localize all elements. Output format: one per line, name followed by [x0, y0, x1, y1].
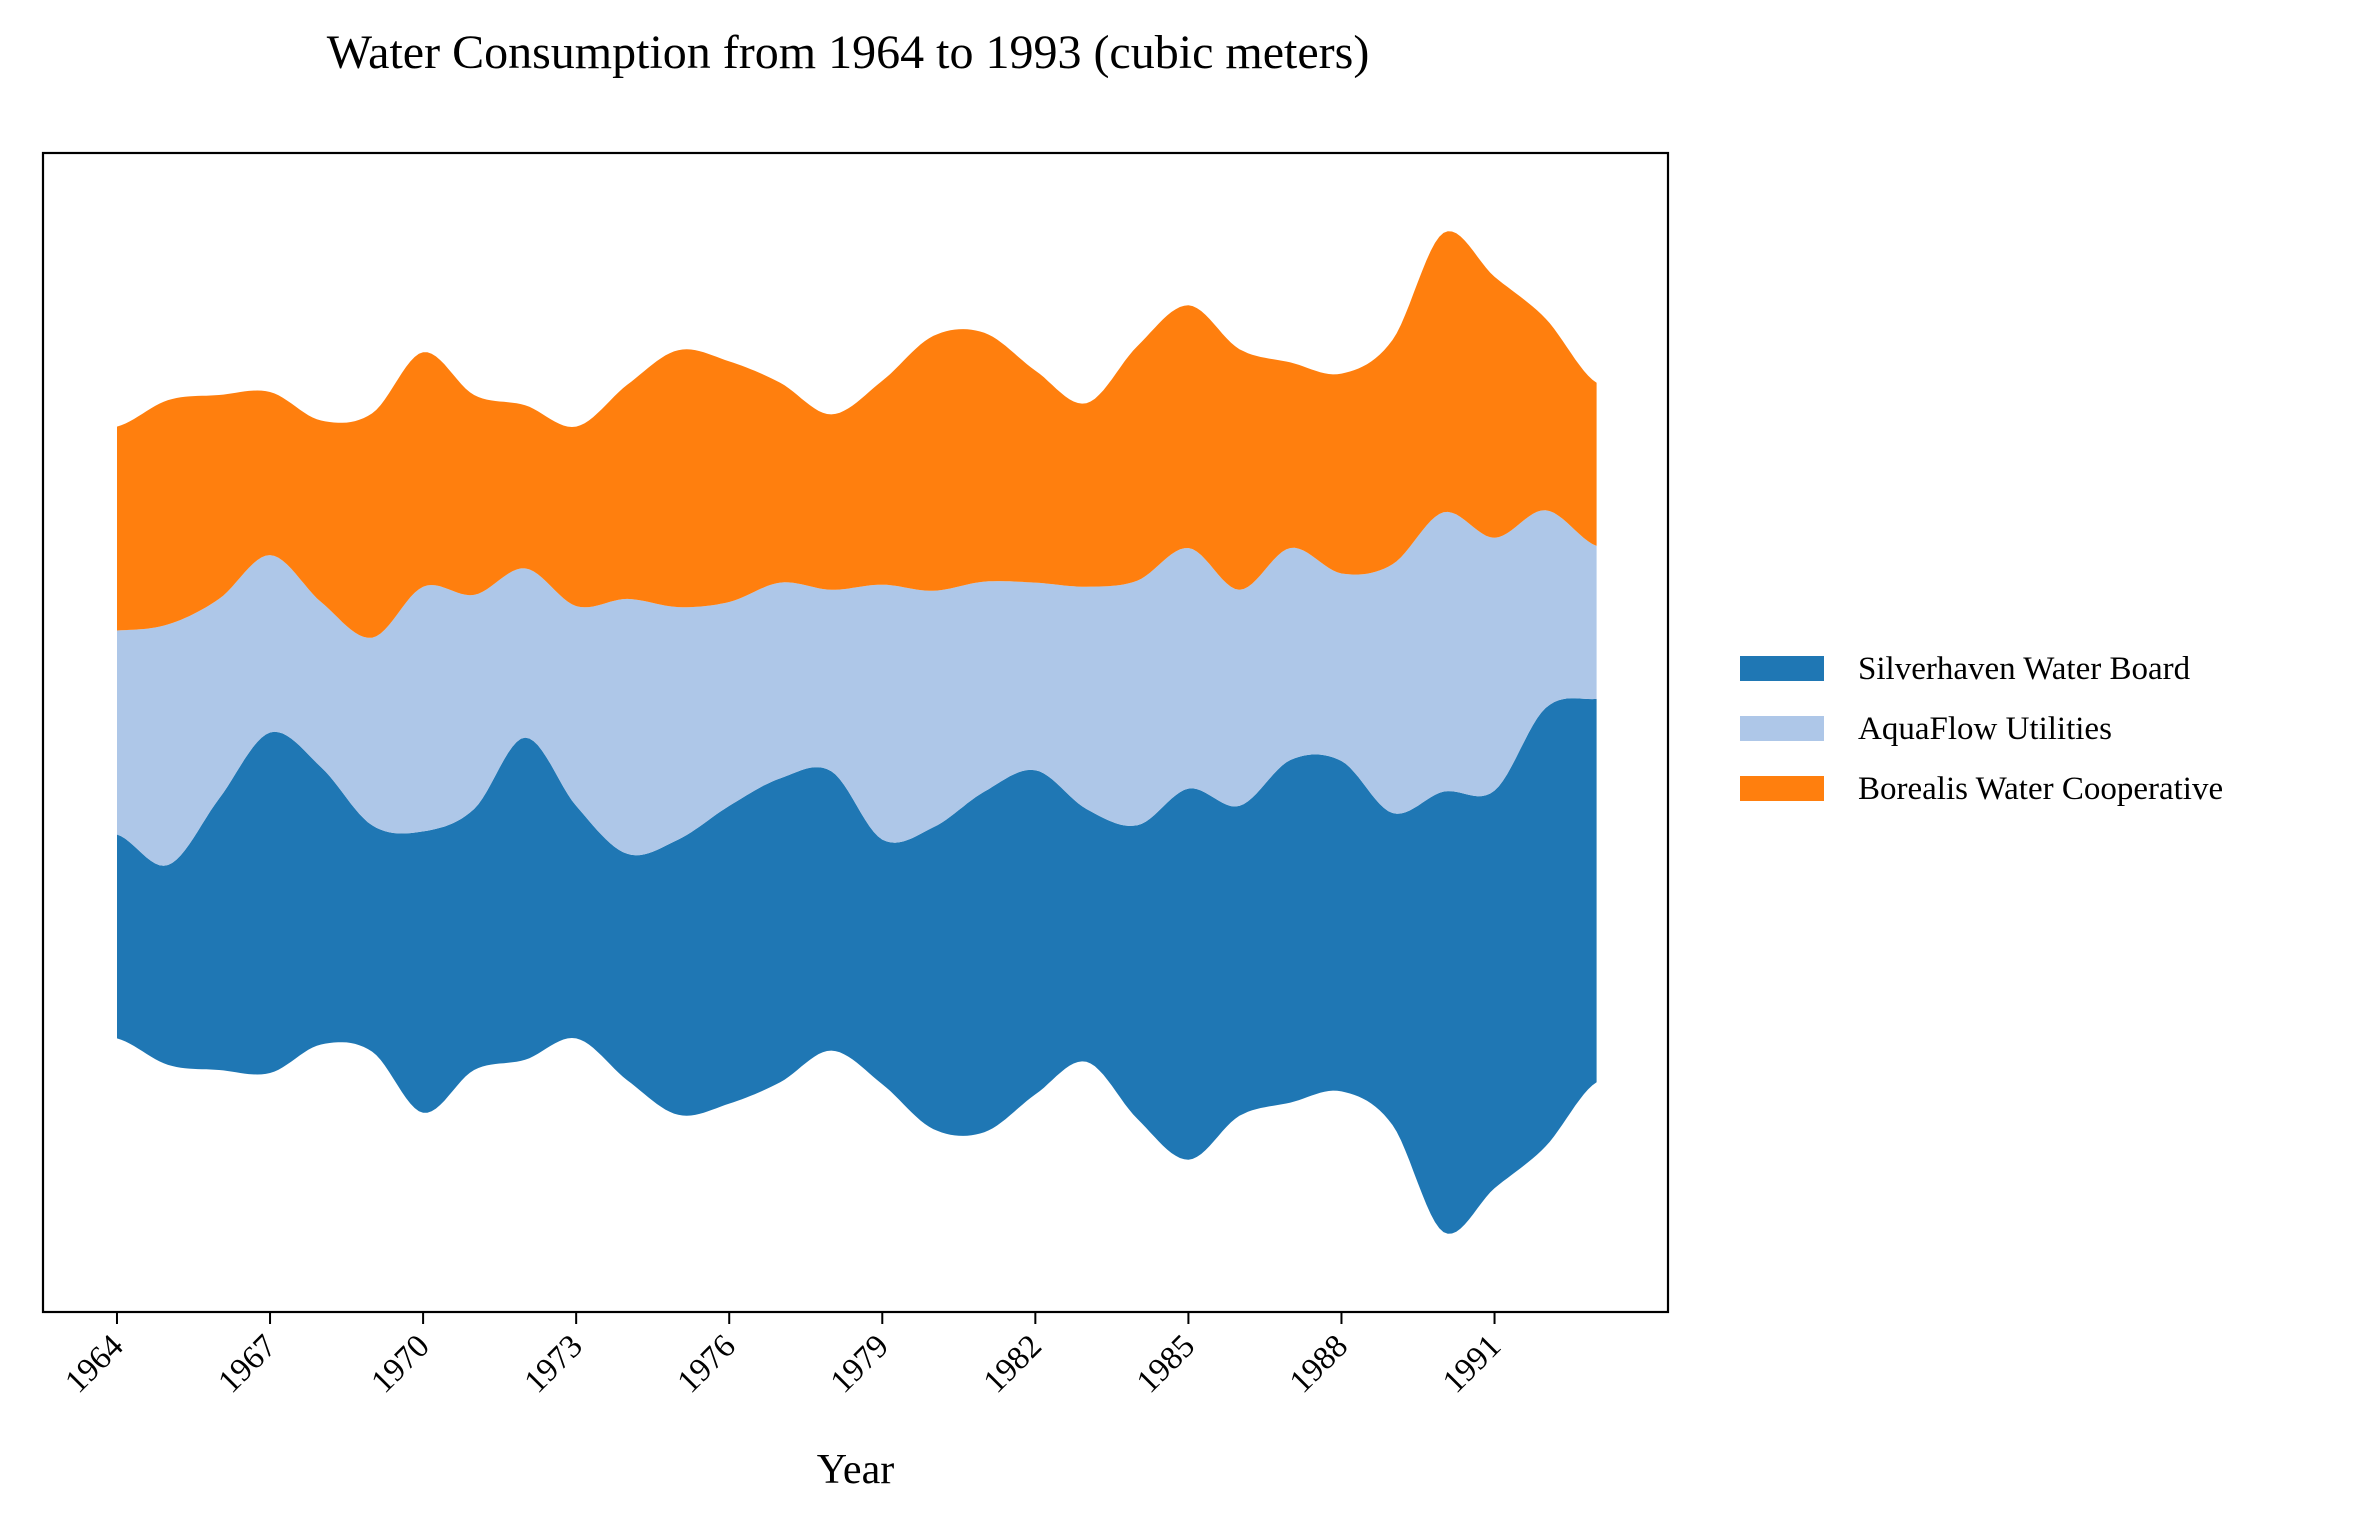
- x-tick-label: 1964: [59, 1328, 131, 1400]
- legend-swatch: [1740, 716, 1824, 741]
- legend-swatch: [1740, 656, 1824, 681]
- plot-frame: [41, 151, 1670, 1314]
- x-tick-label: 1979: [824, 1328, 896, 1400]
- x-tick-label: 1967: [212, 1328, 284, 1400]
- x-tick-label: 1970: [365, 1328, 437, 1400]
- x-tick-label: 1991: [1436, 1328, 1508, 1400]
- x-axis-label: Year: [817, 1447, 894, 1493]
- legend: Silverhaven Water Board AquaFlow Utilitie…: [1740, 651, 2223, 807]
- stream-area: [117, 510, 1597, 866]
- x-tick-label: 1973: [518, 1328, 590, 1400]
- x-axis-ticks: 1964 1967 1970 1973 1976 1979 1982 1985 1988 1991: [59, 1312, 1508, 1400]
- x-tick-label: 1982: [977, 1328, 1049, 1400]
- chart-title: Water Consumption from 1964 to 1993 (cub…: [327, 26, 1370, 79]
- x-tick-label: 1985: [1130, 1328, 1202, 1400]
- legend-label: Silverhaven Water Board: [1858, 651, 2191, 687]
- x-tick-label: 1976: [671, 1328, 743, 1400]
- legend-swatch: [1740, 776, 1824, 801]
- stream-area: [117, 698, 1597, 1234]
- x-tick-label: 1988: [1283, 1328, 1355, 1400]
- stream-area: [117, 231, 1597, 638]
- legend-label: Borealis Water Cooperative: [1858, 771, 2223, 807]
- legend-label: AquaFlow Utilities: [1858, 711, 2112, 747]
- stream-layers: [117, 231, 1597, 1234]
